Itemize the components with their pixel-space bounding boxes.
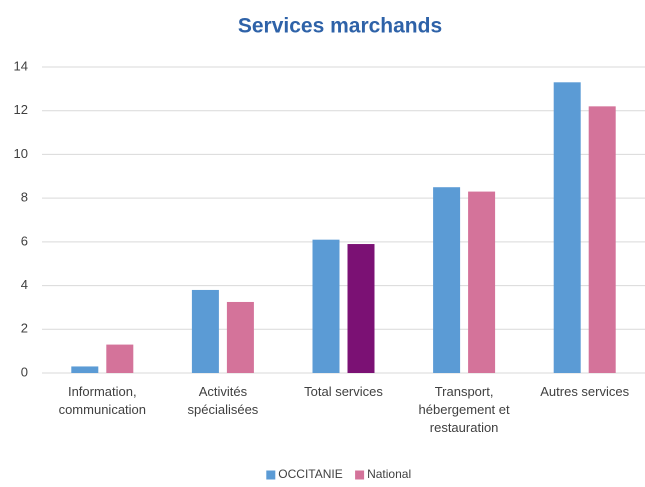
y-tick-label: 10 <box>14 146 28 161</box>
bar <box>312 239 340 373</box>
x-tick-label-line: Total services <box>304 384 383 399</box>
y-tick-label: 8 <box>21 190 28 205</box>
bar <box>226 301 254 373</box>
bar <box>71 366 99 373</box>
x-tick-label-line: hébergement et <box>419 402 510 417</box>
x-tick-label-line: spécialisées <box>187 402 258 417</box>
x-tick-label-line: Information, <box>68 384 137 399</box>
x-tick-label-line: Autres services <box>540 384 629 399</box>
x-tick-label: Autres services <box>540 384 629 399</box>
bar <box>347 244 375 373</box>
bar <box>588 106 616 373</box>
y-tick-label: 0 <box>21 364 28 379</box>
x-tick-label: Total services <box>304 384 383 399</box>
y-tick-label: 2 <box>21 321 28 336</box>
x-tick-label-line: Activités <box>199 384 248 399</box>
x-tick-label-line: communication <box>59 402 146 417</box>
y-tick-label: 4 <box>21 277 28 292</box>
bar <box>106 344 134 373</box>
legend-label: National <box>367 467 411 481</box>
x-tick-label: Activités spécialisées <box>187 384 258 417</box>
x-tick-label-line: restauration <box>430 420 499 435</box>
bar <box>433 187 461 373</box>
x-tick-label: Transport, hébergement et restauration <box>419 384 510 435</box>
y-tick-label: 6 <box>21 233 28 248</box>
y-tick-label: 14 <box>14 58 28 73</box>
legend-swatch <box>266 470 276 480</box>
y-tick-label: 12 <box>14 102 28 117</box>
chart-title: Services marchands <box>238 15 442 38</box>
bar <box>191 289 219 373</box>
bar <box>468 191 496 373</box>
bar <box>553 82 581 374</box>
x-tick-label-line: Transport, <box>435 384 494 399</box>
legend-swatch <box>355 470 365 480</box>
x-tick-label: Information, communication <box>59 384 146 417</box>
legend-label: OCCITANIE <box>278 467 342 481</box>
